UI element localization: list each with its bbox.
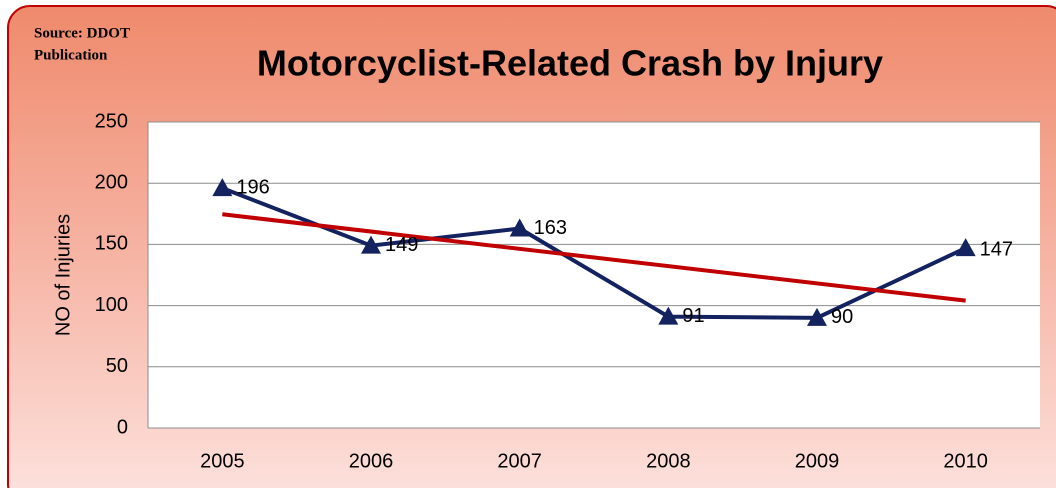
data-label: 90 bbox=[831, 306, 853, 328]
y-tick-label: 0 bbox=[117, 416, 128, 438]
data-label: 147 bbox=[980, 238, 1013, 260]
x-tick-label: 2005 bbox=[200, 450, 245, 472]
line bbox=[221, 186, 967, 320]
marker bbox=[509, 218, 530, 237]
x-tick-label: 2009 bbox=[795, 450, 840, 472]
plot-area bbox=[148, 122, 1040, 428]
data-label: 91 bbox=[682, 305, 704, 327]
y-axis-label: NO of Injuries bbox=[52, 214, 74, 336]
y-tick-label: 200 bbox=[95, 171, 128, 193]
trendline bbox=[222, 212, 966, 303]
source: Publication bbox=[34, 47, 108, 63]
x-tick-label: 2006 bbox=[349, 450, 394, 472]
marker bbox=[212, 178, 233, 197]
data-label: 163 bbox=[534, 217, 567, 239]
x-tick-label: 2010 bbox=[943, 450, 988, 472]
data-label: 196 bbox=[236, 176, 269, 198]
y-tick-label: 150 bbox=[95, 233, 128, 255]
marker bbox=[361, 235, 381, 254]
marker bbox=[658, 306, 679, 325]
chart-title: Motorcyclist-Related Crash by Injury bbox=[257, 43, 883, 84]
source: Source: DDOT bbox=[34, 25, 130, 41]
y-tick-label: 100 bbox=[95, 294, 128, 316]
y-tick-label: 250 bbox=[95, 110, 128, 132]
marker bbox=[807, 307, 827, 326]
x-tick-label: 2007 bbox=[497, 450, 542, 472]
marker bbox=[955, 238, 976, 257]
y-tick-label: 50 bbox=[106, 355, 128, 377]
data-label: 149 bbox=[385, 234, 418, 256]
x-tick-label: 2008 bbox=[646, 450, 691, 472]
